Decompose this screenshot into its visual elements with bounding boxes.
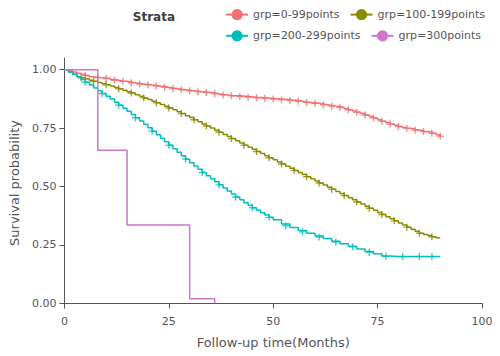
svg-text:grp=300points: grp=300points	[399, 29, 482, 42]
svg-text:Follow-up time(Months): Follow-up time(Months)	[197, 335, 350, 350]
svg-text:0.25: 0.25	[32, 238, 57, 251]
svg-text:0.75: 0.75	[32, 122, 57, 135]
svg-text:25: 25	[162, 315, 176, 328]
svg-text:0.00: 0.00	[32, 297, 57, 310]
svg-text:grp=200-299points: grp=200-299points	[253, 29, 361, 42]
svg-text:0: 0	[61, 315, 68, 328]
svg-text:50: 50	[266, 315, 280, 328]
svg-text:grp=100-199points: grp=100-199points	[378, 8, 486, 21]
svg-text:100: 100	[472, 315, 493, 328]
svg-text:Strata: Strata	[133, 10, 175, 24]
svg-text:grp=0-99points: grp=0-99points	[253, 8, 340, 21]
svg-text:Survival probability: Survival probability	[7, 120, 22, 246]
svg-text:1.00: 1.00	[32, 63, 57, 76]
svg-text:0.50: 0.50	[32, 180, 57, 193]
svg-text:75: 75	[371, 315, 385, 328]
